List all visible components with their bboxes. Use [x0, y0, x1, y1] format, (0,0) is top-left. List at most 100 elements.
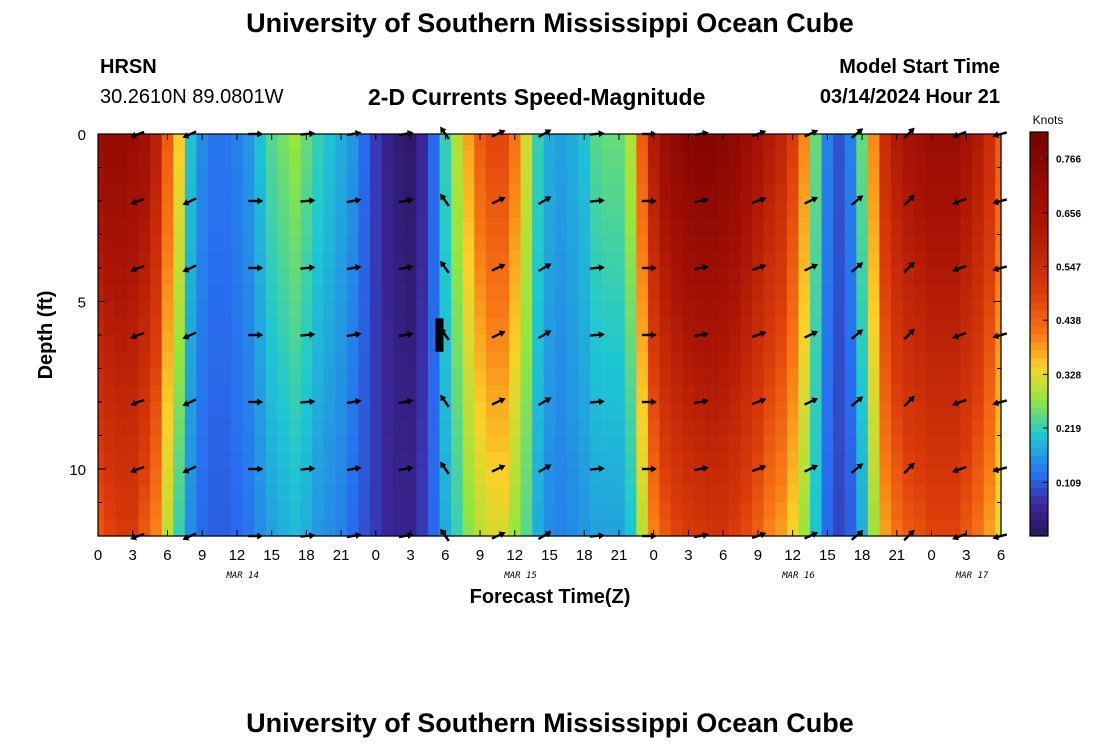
heatmap-cell — [636, 351, 649, 370]
heatmap-cell — [937, 351, 950, 370]
heatmap-cell — [532, 452, 545, 470]
heatmap-cell — [474, 502, 487, 520]
heatmap-cell — [103, 519, 116, 537]
heatmap-cell — [752, 435, 765, 453]
heatmap-cell — [891, 251, 904, 269]
heatmap-cell — [891, 234, 904, 252]
heatmap-cell — [335, 217, 348, 236]
heatmap-cell — [346, 318, 360, 336]
heatmap-cell — [786, 519, 800, 537]
heatmap-cell — [508, 268, 522, 286]
heatmap-cell — [196, 284, 209, 303]
heatmap-cell — [682, 134, 695, 152]
current-vector — [130, 465, 145, 474]
heatmap-cell — [624, 134, 637, 152]
heatmap-cell — [983, 234, 996, 252]
heatmap-cell — [763, 402, 776, 420]
heatmap-cell — [427, 351, 441, 370]
heatmap-cell — [439, 217, 452, 236]
heatmap-cell — [671, 485, 684, 504]
colorbar-step — [1030, 430, 1048, 440]
current-vector — [952, 398, 967, 407]
heatmap-cell — [867, 485, 881, 504]
heatmap-cell — [520, 301, 533, 319]
heatmap-cell — [937, 150, 950, 169]
heatmap-cell — [717, 502, 730, 520]
heatmap-cell — [427, 452, 441, 470]
footer-title: University of Southern Mississippi Ocean… — [246, 708, 854, 738]
heatmap-cell — [485, 435, 499, 453]
heatmap-cell — [763, 335, 776, 353]
heatmap-cell — [358, 402, 371, 420]
heatmap-cell — [960, 234, 973, 252]
heatmap-cell — [752, 134, 765, 152]
heatmap-cell — [902, 284, 915, 303]
heatmap-cell — [462, 385, 475, 403]
heatmap-cell — [439, 284, 452, 303]
heatmap-cell — [740, 167, 753, 185]
heatmap-cell — [590, 201, 603, 219]
heatmap-cell — [451, 150, 464, 169]
heatmap-cell — [520, 502, 533, 520]
heatmap-cell — [485, 284, 499, 303]
heatmap-cell — [277, 469, 290, 487]
colorbar-step — [1030, 277, 1048, 287]
heatmap-cell — [520, 385, 533, 403]
heatmap-cell — [231, 318, 244, 336]
axes: 0 3 6 9 12 15 18 21 0 3 6 9 12 15 18 21 0 3 6 9 12 15 18 21 0 3 6M… — [69, 127, 1005, 581]
heatmap-cell — [103, 402, 116, 420]
colorbar-step — [1030, 511, 1048, 521]
heatmap-cell — [300, 217, 313, 236]
heatmap-cell — [416, 435, 429, 453]
heatmap-cell — [485, 485, 499, 504]
heatmap-cell — [995, 234, 1002, 252]
heatmap-cell — [624, 502, 637, 520]
heatmap-cell — [335, 469, 348, 487]
heatmap-cell — [381, 469, 394, 487]
heatmap-cell — [370, 335, 383, 353]
heatmap-cell — [103, 469, 116, 487]
heatmap-cell — [867, 184, 881, 202]
heatmap-cell — [752, 150, 765, 169]
heatmap-cell — [590, 452, 603, 470]
heatmap-cell — [138, 150, 151, 169]
heatmap-cell — [624, 184, 637, 202]
x-tick-label: 0 — [94, 547, 102, 564]
heatmap-cell — [138, 519, 151, 537]
heatmap-cell — [323, 351, 336, 370]
heatmap-cell — [728, 335, 742, 353]
heatmap-cell — [613, 402, 626, 420]
heatmap-cell — [173, 150, 186, 169]
heatmap-cell — [995, 167, 1002, 185]
heatmap-cell — [728, 217, 742, 236]
heatmap-cell — [115, 485, 128, 504]
heatmap-cell — [300, 284, 313, 303]
heatmap-cell — [763, 318, 776, 336]
heatmap-cell — [914, 251, 927, 269]
y-tick-label: 0 — [78, 127, 86, 144]
heatmap-cell — [867, 268, 881, 286]
current-vector — [693, 197, 709, 204]
heatmap-cell — [775, 251, 788, 269]
heatmap-cell — [775, 452, 788, 470]
heatmap-cell — [231, 268, 244, 286]
heatmap-cell — [659, 284, 672, 303]
heatmap-cell — [914, 519, 927, 537]
heatmap-cell — [346, 234, 360, 252]
heatmap-cell — [98, 402, 105, 420]
heatmap-cell — [254, 150, 267, 169]
heatmap-cell — [798, 134, 811, 152]
heatmap-cell — [636, 201, 649, 219]
current-vector — [589, 398, 605, 406]
heatmap-cell — [578, 469, 591, 487]
heatmap-cell — [833, 301, 846, 319]
heatmap-cell — [289, 201, 302, 219]
heatmap-cell — [323, 251, 336, 269]
heatmap-cell — [161, 150, 174, 169]
heatmap-cell — [254, 184, 267, 202]
heatmap-cell — [948, 469, 962, 487]
heatmap-cell — [508, 134, 522, 152]
heatmap-cell — [671, 201, 684, 219]
heatmap-cell — [972, 167, 985, 185]
heatmap-cell — [219, 469, 232, 487]
